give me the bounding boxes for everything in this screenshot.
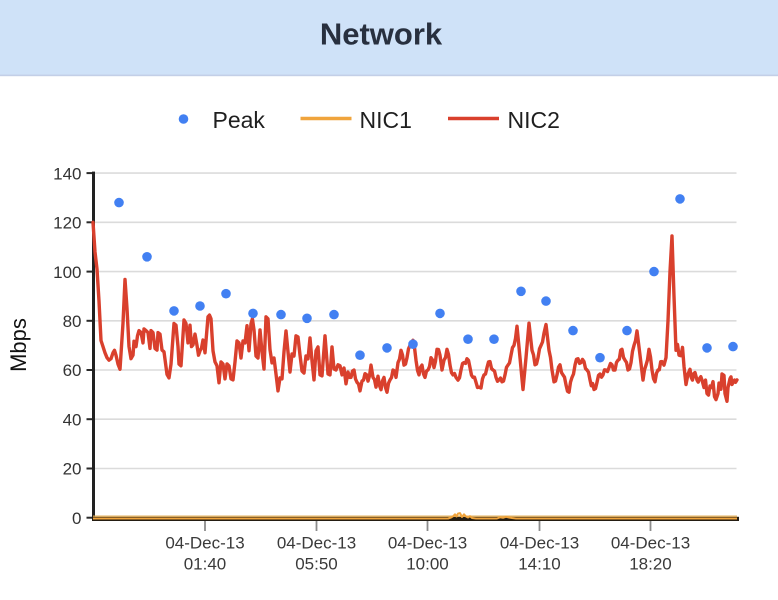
svg-text:20: 20: [63, 460, 82, 479]
svg-text:0: 0: [72, 509, 81, 528]
svg-text:100: 100: [53, 263, 81, 282]
svg-text:NIC1: NIC1: [360, 107, 412, 133]
svg-text:01:40: 01:40: [184, 554, 227, 573]
svg-text:04-Dec-13: 04-Dec-13: [388, 534, 467, 553]
svg-text:Mbps: Mbps: [6, 318, 31, 372]
svg-text:140: 140: [53, 164, 81, 183]
svg-text:04-Dec-13: 04-Dec-13: [277, 534, 356, 553]
svg-text:120: 120: [53, 214, 81, 233]
svg-text:04-Dec-13: 04-Dec-13: [165, 534, 244, 553]
svg-text:18:20: 18:20: [629, 554, 672, 573]
svg-text:Network: Network: [320, 17, 443, 52]
svg-text:14:10: 14:10: [518, 554, 561, 573]
svg-text:04-Dec-13: 04-Dec-13: [611, 534, 690, 553]
svg-text:Peak: Peak: [213, 107, 266, 133]
svg-text:NIC2: NIC2: [508, 107, 560, 133]
svg-text:05:50: 05:50: [295, 554, 338, 573]
svg-text:04-Dec-13: 04-Dec-13: [500, 534, 579, 553]
svg-text:80: 80: [63, 312, 82, 331]
svg-text:10:00: 10:00: [406, 554, 449, 573]
svg-text:40: 40: [63, 410, 82, 429]
svg-text:60: 60: [63, 361, 82, 380]
